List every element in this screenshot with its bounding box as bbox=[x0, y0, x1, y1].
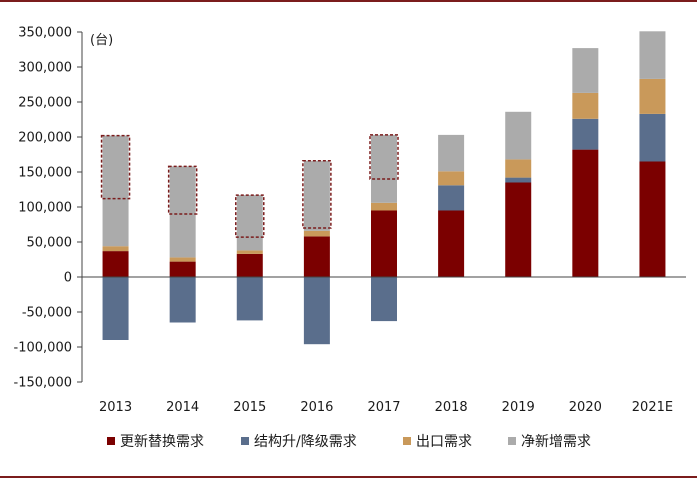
legend-swatch-3 bbox=[508, 437, 516, 445]
legend-label-2: 出口需求 bbox=[416, 434, 472, 450]
legend-swatch-0 bbox=[107, 437, 115, 445]
x-tick-label-2019: 2019 bbox=[502, 400, 535, 415]
y-axis: -150,000 -100,000 -50,000 0 50,000 100,000 150… bbox=[14, 26, 82, 391]
legend-label-0: 更新替换需求 bbox=[120, 433, 204, 450]
bar-2017-series-1 bbox=[371, 277, 397, 322]
dashed-box-2014 bbox=[167, 165, 198, 215]
bar-2016-series-2 bbox=[303, 230, 330, 237]
legend: 更新替换需求 结构升/降级需求 出口需求 净新增需求 bbox=[107, 433, 591, 450]
bar-2014-series-3 bbox=[169, 166, 196, 258]
bar-2019-series-2 bbox=[505, 159, 532, 178]
bar-2017-series-3 bbox=[371, 134, 397, 203]
x-tick-label-2020: 2020 bbox=[569, 400, 602, 415]
bar-2016-series-0 bbox=[303, 236, 330, 277]
legend-label-1: 结构升/降级需求 bbox=[254, 434, 357, 450]
bar-2021e-series-3 bbox=[639, 31, 666, 79]
bar-2019-series-3 bbox=[505, 111, 532, 160]
y-tick-label: 50,000 bbox=[27, 236, 73, 251]
bar-2017-series-0 bbox=[371, 210, 397, 277]
bars bbox=[102, 31, 666, 345]
bar-2017-series-2 bbox=[371, 202, 397, 211]
x-tick-label-2021e: 2021E bbox=[632, 400, 673, 415]
bar-2014-series-0 bbox=[169, 261, 196, 277]
y-tick-label: 350,000 bbox=[18, 26, 72, 41]
y-tick-label: 250,000 bbox=[18, 96, 72, 111]
unit-label: (台) bbox=[90, 33, 113, 48]
bar-2018-series-0 bbox=[438, 210, 465, 277]
bar-2020-series-2 bbox=[572, 92, 599, 119]
y-tick-label: 150,000 bbox=[18, 166, 72, 181]
bar-2016-series-1 bbox=[303, 277, 330, 345]
legend-label-3: 净新增需求 bbox=[521, 434, 591, 450]
bar-2014-series-1 bbox=[169, 277, 196, 323]
dashed-boxes bbox=[100, 134, 399, 238]
dashed-box-2013 bbox=[100, 134, 131, 200]
x-tick-label-2015: 2015 bbox=[233, 400, 266, 415]
x-tick-label-2018: 2018 bbox=[435, 400, 468, 415]
bar-2016-series-3 bbox=[303, 160, 330, 231]
bar-2013-series-1 bbox=[102, 277, 129, 340]
y-tick-label: 200,000 bbox=[18, 131, 72, 146]
dashed-box-2016 bbox=[302, 160, 332, 229]
bar-2013-series-3 bbox=[102, 135, 129, 247]
y-tick-label: -50,000 bbox=[22, 306, 72, 321]
bar-2018-series-1 bbox=[438, 185, 465, 211]
bar-2019-series-1 bbox=[505, 177, 532, 183]
x-axis: 2013 2014 2015 2016 2017 2018 2019 2020 2021E bbox=[99, 400, 673, 415]
bar-2015-series-0 bbox=[236, 253, 263, 277]
legend-swatch-1 bbox=[241, 437, 249, 445]
bar-2020-series-1 bbox=[572, 118, 599, 150]
bar-2015-series-3 bbox=[236, 195, 263, 251]
y-tick-label: 0 bbox=[64, 271, 72, 286]
bar-2014-series-2 bbox=[169, 257, 196, 262]
bar-2013-series-2 bbox=[102, 246, 129, 252]
bar-2018-series-2 bbox=[438, 171, 465, 186]
bar-2018-series-3 bbox=[438, 134, 465, 172]
bar-2019-series-0 bbox=[505, 182, 532, 277]
bar-2013-series-0 bbox=[102, 251, 129, 277]
legend-swatch-2 bbox=[403, 437, 411, 445]
bar-2021e-series-0 bbox=[639, 161, 666, 277]
x-tick-label-2014: 2014 bbox=[166, 400, 199, 415]
x-tick-label-2013: 2013 bbox=[99, 400, 132, 415]
y-tick-label: 300,000 bbox=[18, 61, 72, 76]
x-tick-label-2017: 2017 bbox=[367, 400, 400, 415]
bar-2021e-series-1 bbox=[639, 113, 666, 162]
y-tick-label: -100,000 bbox=[14, 341, 72, 356]
bar-2015-series-2 bbox=[236, 250, 263, 254]
x-tick-label-2016: 2016 bbox=[300, 400, 333, 415]
bar-2021e-series-2 bbox=[639, 78, 666, 114]
y-tick-label: -150,000 bbox=[14, 376, 72, 391]
bar-2020-series-0 bbox=[572, 149, 599, 277]
bar-2015-series-1 bbox=[236, 277, 263, 321]
dashed-box-2017 bbox=[369, 134, 399, 180]
bar-2020-series-3 bbox=[572, 48, 599, 93]
y-tick-label: 100,000 bbox=[18, 201, 72, 216]
